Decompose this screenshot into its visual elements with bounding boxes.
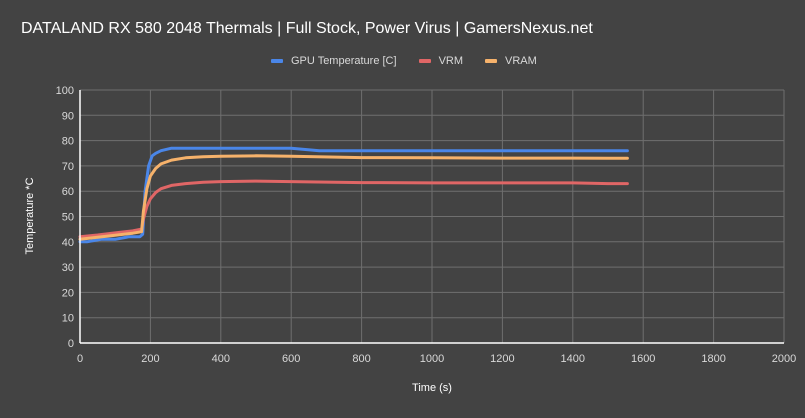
y-tick-label: 10 (62, 313, 74, 325)
x-tick-label: 1800 (701, 353, 725, 365)
legend-label: VRM (438, 55, 464, 67)
legend-swatch-vram-icon (485, 59, 498, 63)
x-tick-label: 800 (352, 353, 370, 365)
series-line-vrm (78, 179, 629, 239)
gridlines (79, 89, 785, 344)
y-tick-label: 40 (62, 237, 74, 249)
legend-swatch-gpu-icon (271, 59, 283, 63)
legend-item-gpu-temperature[interactable]: GPU Temperature [C] (271, 55, 397, 67)
y-tick-label: 30 (62, 262, 74, 274)
legend-label: GPU Temperature [C] (291, 55, 397, 67)
chart-title: DATALAND RX 580 2048 Thermals | Full Sto… (21, 20, 593, 37)
y-tick-label: 0 (68, 338, 74, 350)
legend-item-vrm[interactable]: VRM (418, 55, 464, 67)
chart-legend: GPU Temperature [C] VRM VRAM (271, 55, 559, 67)
legend-item-vram[interactable]: VRAM (485, 55, 537, 67)
series-line-vram (78, 154, 629, 241)
y-tick-label: 90 (62, 110, 74, 122)
x-tick-label: 1600 (631, 353, 655, 365)
y-tick-label: 60 (62, 186, 74, 198)
series-line-gpu-temperature-c (78, 146, 629, 244)
y-tick-label: 70 (62, 161, 74, 173)
x-tick-label: 1200 (490, 353, 514, 365)
y-axis-label: Temperature *C (24, 177, 36, 255)
x-tick-label: 1400 (561, 353, 585, 365)
legend-label: VRAM (505, 55, 537, 67)
y-tick-label: 50 (62, 212, 74, 224)
x-tick-label: 400 (212, 353, 230, 365)
series-lines (78, 146, 629, 244)
x-axis-label: Time (s) (412, 382, 452, 394)
y-tick-label: 80 (62, 136, 74, 148)
x-tick-label: 2000 (772, 353, 796, 365)
x-tick-label: 200 (141, 353, 159, 365)
y-tick-label: 100 (56, 85, 74, 97)
y-tick-label: 20 (62, 287, 74, 299)
axis-lines (79, 90, 784, 344)
x-tick-label: 0 (77, 353, 83, 365)
legend-swatch-vrm-icon (418, 59, 431, 63)
x-tick-label: 1000 (420, 353, 444, 365)
x-tick-label: 600 (282, 353, 300, 365)
